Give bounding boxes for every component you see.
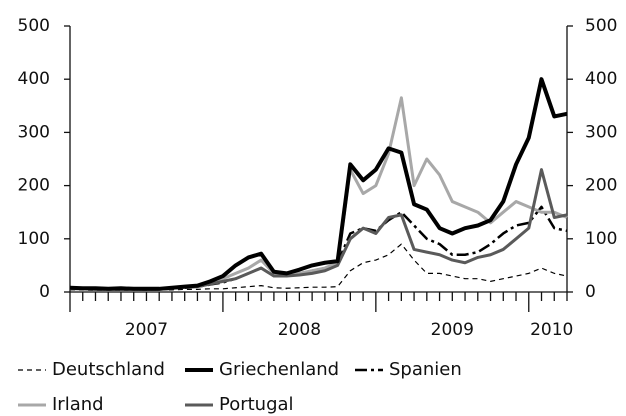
y-tick-label: 400 [18, 69, 50, 89]
legend-label: Deutschland [52, 359, 165, 380]
series-line [70, 96, 568, 291]
x-tick-label: 2009 [431, 320, 474, 340]
y-tick-label: 500 [18, 16, 50, 36]
y-tick-label: 0 [39, 282, 50, 302]
series-line [70, 243, 568, 291]
x-tick-label: 2010 [530, 320, 573, 340]
y2-tick-label: 100 [585, 229, 617, 249]
y-tick-label: 100 [18, 229, 50, 249]
x-tick-label: 2007 [125, 320, 168, 340]
legend-label: Irland [52, 394, 104, 415]
y2-tick-label: 300 [585, 122, 617, 142]
y2-tick-label: 0 [585, 282, 596, 302]
series-line [69, 77, 568, 291]
x-tick-label: 2008 [278, 320, 321, 340]
y-tick-label: 200 [18, 176, 50, 196]
y2-tick-label: 200 [585, 176, 617, 196]
legend-label: Spanien [389, 359, 462, 380]
legend-label: Portugal [219, 394, 294, 415]
y2-tick-label: 500 [585, 16, 617, 36]
series-line [70, 168, 568, 291]
legend-label: Griechenland [219, 359, 339, 380]
y2-tick-label: 400 [585, 69, 617, 89]
y-tick-label: 300 [18, 122, 50, 142]
